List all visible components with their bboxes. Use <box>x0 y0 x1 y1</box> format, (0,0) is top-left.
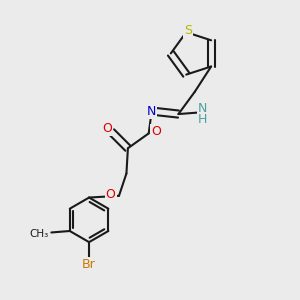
Text: O: O <box>102 122 112 135</box>
Text: O: O <box>151 125 161 138</box>
Text: CH₃: CH₃ <box>30 229 49 239</box>
Text: Br: Br <box>82 258 96 271</box>
Text: O: O <box>106 188 116 201</box>
Text: N: N <box>147 105 156 118</box>
Text: S: S <box>184 24 192 37</box>
Text: H: H <box>197 112 207 126</box>
Text: N: N <box>197 102 207 115</box>
